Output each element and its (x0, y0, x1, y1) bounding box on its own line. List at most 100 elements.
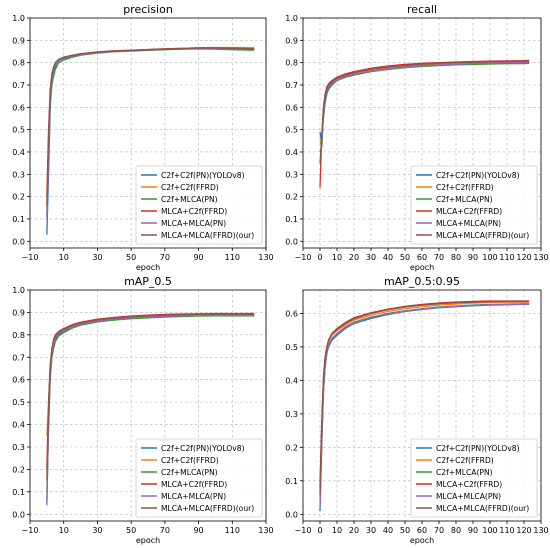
legend-label: C2f+C2f(PN)(YOLOv8) (436, 444, 520, 453)
x-tick-label: 100 (482, 526, 497, 535)
y-tick-label: 0.9 (285, 36, 298, 45)
legend-label: MLCA+MLCA(PN) (161, 219, 226, 228)
x-tick-label: 120 (516, 526, 531, 535)
x-tick-label: 90 (193, 253, 203, 262)
y-tick-label: 0.1 (12, 215, 25, 224)
series-line (46, 314, 255, 436)
legend-label: C2f+C2f(PN)(YOLOv8) (161, 444, 245, 453)
y-tick-label: 0.4 (12, 421, 25, 430)
series-line (319, 60, 530, 164)
plot-frame (29, 17, 267, 249)
y-tick-label: 0.7 (12, 81, 25, 90)
legend-label: C2f+C2f(FFRD) (161, 456, 219, 465)
x-tick-label: 70 (434, 526, 444, 535)
x-tick-label: −10 (295, 526, 312, 535)
y-tick-label: 0.3 (285, 410, 298, 419)
y-tick-label: 0.9 (12, 308, 25, 317)
y-tick-label: 0.1 (12, 488, 25, 497)
legend-label: C2f+C2f(FFRD) (161, 183, 219, 192)
y-tick-label: 0.5 (285, 343, 298, 352)
x-tick-label: 110 (499, 253, 514, 262)
y-tick-label: 1.0 (12, 14, 25, 23)
y-tick-label: 1.0 (285, 14, 298, 23)
y-tick-label: 0.3 (12, 170, 25, 179)
legend-label: MLCA+MLCA(FFRD)(our) (161, 231, 254, 240)
series-line (319, 62, 530, 153)
legend-label: MLCA+C2f(FFRD) (436, 480, 502, 489)
y-tick-label: 0.8 (285, 59, 298, 68)
legend-label: MLCA+MLCA(FFRD)(our) (161, 504, 254, 513)
x-tick-label: 60 (417, 526, 427, 535)
x-tick-label: 10 (332, 253, 342, 262)
y-tick-label: 0.9 (12, 36, 25, 45)
y-tick-label: 0.6 (12, 376, 25, 385)
legend-box (135, 165, 263, 245)
chart-panel-4: −10 0 10 20 30 40 50 60 70 80 90 100 110 120 130 0.0 0.1… (285, 275, 548, 545)
x-tick-label: 70 (160, 526, 170, 535)
legend-label: MLCA+MLCA(FFRD)(our) (436, 231, 529, 240)
legend-label: C2f+MLCA(PN) (161, 195, 218, 204)
x-tick-label: 120 (516, 253, 531, 262)
x-tick-label: −10 (22, 526, 39, 535)
x-tick-label: 90 (193, 526, 203, 535)
x-tick-label: 100 (482, 253, 497, 262)
x-tick-label: 30 (92, 253, 102, 262)
x-tick-label: 70 (160, 253, 170, 262)
chart-title: precision (123, 3, 173, 16)
series-line (46, 313, 255, 481)
y-tick-label: 0.2 (285, 193, 298, 202)
x-tick-label: 10 (59, 526, 69, 535)
chart-panel-2: −10 0 10 20 30 40 50 60 70 80 90 100 110 120 130 0.0 0.1… (285, 3, 548, 272)
x-tick-label: 50 (400, 253, 410, 262)
y-tick-label: 0.7 (285, 81, 298, 90)
x-tick-label: 60 (417, 253, 427, 262)
x-tick-label: 50 (126, 526, 136, 535)
y-tick-label: 0.7 (12, 353, 25, 362)
legend: C2f+C2f(PN)(YOLOv8) C2f+C2f(FFRD) C2f+MLCA… (410, 165, 538, 245)
series-line (46, 47, 255, 206)
series-line (319, 301, 530, 495)
chart-title: mAP_0.5 (124, 275, 172, 288)
y-tick-label: 0.1 (285, 477, 298, 486)
y-tick-label: 0.5 (285, 126, 298, 135)
y-tick-label: 0.2 (12, 193, 25, 202)
y-tick-label: 0.4 (285, 376, 298, 385)
legend-box (135, 438, 263, 518)
x-tick-label: 90 (468, 526, 478, 535)
x-tick-label: 10 (332, 526, 342, 535)
y-tick-label: 0.3 (285, 170, 298, 179)
legend-label: C2f+C2f(PN)(YOLOv8) (436, 171, 520, 180)
legend-label: C2f+MLCA(PN) (161, 468, 218, 477)
legend-box (410, 165, 538, 245)
legend-label: MLCA+C2f(FFRD) (161, 480, 227, 489)
x-tick-label: 130 (258, 526, 273, 535)
x-tick-label: 80 (451, 253, 461, 262)
y-tick-label: 0.4 (285, 148, 298, 157)
y-tick-label: 0.6 (12, 103, 25, 112)
y-tick-label: 0.8 (12, 331, 25, 340)
y-tick-label: 0.5 (12, 126, 25, 135)
legend-box (410, 438, 538, 518)
y-tick-label: 0.6 (285, 103, 298, 112)
x-tick-label: 20 (349, 526, 359, 535)
chart-title: mAP_0.5:0.95 (384, 275, 460, 288)
x-tick-label: 30 (366, 253, 376, 262)
x-axis-label: epoch (410, 536, 434, 545)
y-tick-label: 0.0 (12, 237, 25, 246)
legend-label: MLCA+MLCA(FFRD)(our) (436, 504, 529, 513)
x-tick-label: −10 (22, 253, 39, 262)
legend-label: C2f+MLCA(PN) (436, 468, 493, 477)
y-tick-label: 1.0 (12, 286, 25, 295)
y-tick-label: 0.0 (285, 510, 298, 519)
y-tick-label: 0.1 (285, 215, 298, 224)
chart-title: recall (407, 3, 437, 16)
series-line (319, 60, 530, 146)
chart-panel-1: −10 10 30 50 70 90 110 130 0.0 0.1 0.2 0.3 0.4 0.5 0.6… (12, 3, 273, 272)
legend-label: C2f+MLCA(PN) (436, 195, 493, 204)
x-tick-label: −10 (295, 253, 312, 262)
x-tick-label: 50 (400, 526, 410, 535)
x-tick-label: 50 (126, 253, 136, 262)
x-tick-label: 80 (451, 526, 461, 535)
legend: C2f+C2f(PN)(YOLOv8) C2f+C2f(FFRD) C2f+MLCA… (135, 438, 263, 518)
